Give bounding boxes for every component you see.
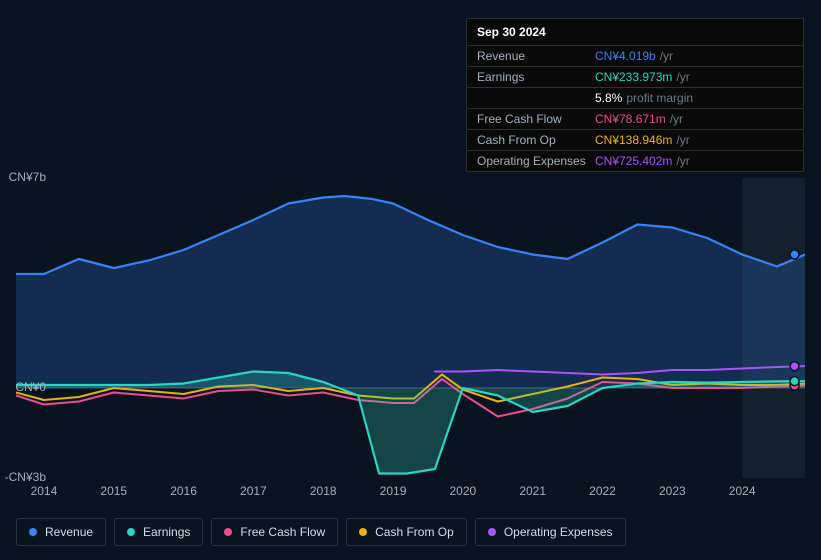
tooltip-row-suffix: /yr <box>676 133 689 147</box>
tooltip-row: 5.8% profit margin <box>467 87 803 108</box>
tooltip-row: Free Cash FlowCN¥78.671m/yr <box>467 108 803 129</box>
legend: Revenue Earnings Free Cash Flow Cash From O… <box>16 518 626 546</box>
tooltip-row-suffix: profit margin <box>626 91 693 105</box>
x-tick-label: 2018 <box>310 484 337 498</box>
tooltip-row-label: Revenue <box>477 49 595 63</box>
legend-dot-icon <box>488 528 496 536</box>
legend-label: Earnings <box>143 525 190 539</box>
legend-label: Revenue <box>45 525 93 539</box>
legend-item-earnings[interactable]: Earnings <box>114 518 203 546</box>
tooltip-row: Cash From OpCN¥138.946m/yr <box>467 129 803 150</box>
tooltip-row-value: CN¥725.402m <box>595 154 672 168</box>
tooltip-row-suffix: /yr <box>660 49 673 63</box>
x-tick-label: 2019 <box>380 484 407 498</box>
legend-label: Operating Expenses <box>504 525 613 539</box>
legend-item-free-cash-flow[interactable]: Free Cash Flow <box>211 518 338 546</box>
legend-item-operating-expenses[interactable]: Operating Expenses <box>475 518 626 546</box>
legend-dot-icon <box>359 528 367 536</box>
series-marker-operating-expenses <box>790 362 799 371</box>
tooltip-row: RevenueCN¥4.019b/yr <box>467 45 803 66</box>
y-tick-label: CN¥0 <box>0 380 50 394</box>
x-tick-label: 2016 <box>170 484 197 498</box>
series-marker-revenue <box>790 250 799 259</box>
tooltip-row-label: Operating Expenses <box>477 154 595 168</box>
tooltip-row: EarningsCN¥233.973m/yr <box>467 66 803 87</box>
series-fill-revenue <box>16 196 805 388</box>
tooltip-row-value: 5.8% <box>595 91 622 105</box>
legend-dot-icon <box>224 528 232 536</box>
x-tick-label: 2017 <box>240 484 267 498</box>
legend-item-cash-from-op[interactable]: Cash From Op <box>346 518 467 546</box>
legend-label: Free Cash Flow <box>240 525 325 539</box>
y-tick-label: -CN¥3b <box>0 470 50 484</box>
tooltip-row-label: Earnings <box>477 70 595 84</box>
chart-area[interactable] <box>16 178 805 478</box>
x-tick-label: 2014 <box>31 484 58 498</box>
x-axis: 2014 2015 2016 2017 2018 2019 2020 2021 2022 2023… <box>16 484 805 502</box>
legend-label: Cash From Op <box>375 525 454 539</box>
legend-item-revenue[interactable]: Revenue <box>16 518 106 546</box>
tooltip-row-suffix: /yr <box>676 70 689 84</box>
x-tick-label: 2023 <box>659 484 686 498</box>
tooltip-row-suffix: /yr <box>670 112 683 126</box>
legend-dot-icon <box>29 528 37 536</box>
tooltip-date: Sep 30 2024 <box>467 19 803 45</box>
x-tick-label: 2015 <box>100 484 127 498</box>
x-tick-label: 2021 <box>519 484 546 498</box>
series-marker-earnings <box>790 377 799 386</box>
x-tick-label: 2020 <box>450 484 477 498</box>
tooltip-row-value: CN¥233.973m <box>595 70 672 84</box>
y-tick-label: CN¥7b <box>0 170 50 184</box>
x-tick-label: 2022 <box>589 484 616 498</box>
tooltip-row: Operating ExpensesCN¥725.402m/yr <box>467 150 803 171</box>
tooltip-row-label: Cash From Op <box>477 133 595 147</box>
tooltip-row-suffix: /yr <box>676 154 689 168</box>
x-tick-label: 2024 <box>729 484 756 498</box>
tooltip-row-label: Free Cash Flow <box>477 112 595 126</box>
tooltip-row-value: CN¥138.946m <box>595 133 672 147</box>
tooltip-row-value: CN¥78.671m <box>595 112 666 126</box>
legend-dot-icon <box>127 528 135 536</box>
tooltip-card: Sep 30 2024 RevenueCN¥4.019b/yrEarningsC… <box>466 18 804 172</box>
tooltip-row-value: CN¥4.019b <box>595 49 656 63</box>
